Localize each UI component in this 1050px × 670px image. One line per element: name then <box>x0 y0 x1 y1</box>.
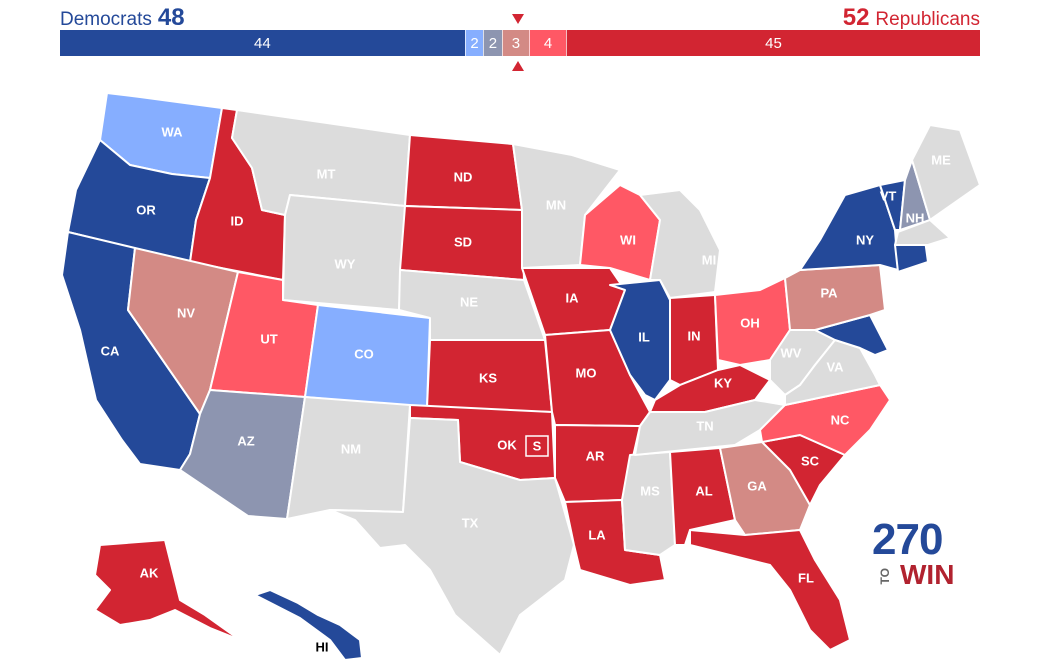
special-election-label: S <box>533 438 542 453</box>
seat-bar-segment: 45 <box>565 30 980 56</box>
logo-win: WIN <box>900 559 955 590</box>
seat-bar-segment: 3 <box>501 30 530 56</box>
seat-bar-segment: 44 <box>60 30 465 56</box>
democrats-total-header: Democrats 48 <box>60 4 185 32</box>
state-label-me: ME <box>931 152 951 167</box>
state-me[interactable] <box>911 124 981 221</box>
state-label-ne: NE <box>460 294 478 309</box>
state-label-nc: NC <box>831 412 850 427</box>
state-label-ut: UT <box>260 331 277 346</box>
state-tx[interactable] <box>329 417 575 656</box>
state-label-mo: MO <box>576 365 597 380</box>
state-label-nv: NV <box>177 305 195 320</box>
state-label-nh: NH <box>906 210 925 225</box>
republicans-seat-count: 52 <box>842 4 870 31</box>
state-label-sc: SC <box>801 453 820 468</box>
state-label-pa: PA <box>820 285 838 300</box>
state-label-oh: OH <box>740 315 760 330</box>
state-label-co: CO <box>354 346 374 361</box>
state-label-ks: KS <box>479 370 497 385</box>
majority-marker-bottom-icon <box>512 61 524 71</box>
republicans-total-header: 52 Republicans <box>843 4 980 32</box>
seat-bar-segment: 2 <box>483 30 502 56</box>
state-label-or: OR <box>136 202 156 217</box>
state-label-sd: SD <box>454 234 472 249</box>
state-label-ca: CA <box>101 343 120 358</box>
seat-bar-segment: 4 <box>529 30 566 56</box>
state-fl[interactable] <box>689 529 851 651</box>
state-hi[interactable] <box>254 589 363 661</box>
democrats-label: Democrats <box>60 9 152 30</box>
state-label-hi: HI <box>316 639 329 654</box>
state-label-tn: TN <box>696 418 713 433</box>
state-label-in: IN <box>688 328 701 343</box>
state-label-wi: WI <box>620 232 636 247</box>
state-ms[interactable] <box>621 451 676 556</box>
state-label-va: VA <box>826 359 844 374</box>
state-label-nd: ND <box>454 169 473 184</box>
state-label-al: AL <box>695 483 712 498</box>
state-label-la: LA <box>588 527 606 542</box>
state-wy[interactable] <box>282 194 406 311</box>
seat-bar-segment: 2 <box>464 30 484 56</box>
state-label-ok: OK <box>497 437 517 452</box>
state-label-vt: VT <box>880 188 897 203</box>
state-label-wy: WY <box>335 256 356 271</box>
republicans-label: Republicans <box>875 9 980 30</box>
seat-balance-bar: 44 2 2 3 4 45 <box>60 30 980 56</box>
state-ma-ri[interactable] <box>894 219 951 246</box>
state-label-il: IL <box>638 329 650 344</box>
state-label-mi: MI <box>702 252 716 267</box>
state-label-id: ID <box>231 213 244 228</box>
special-election-badge <box>525 435 549 457</box>
state-label-ms: MS <box>640 483 660 498</box>
democrats-seat-count: 48 <box>157 4 185 31</box>
state-label-wa: WA <box>162 124 184 139</box>
state-label-tx: TX <box>462 515 479 530</box>
state-mi[interactable] <box>639 189 721 299</box>
state-label-mt: MT <box>317 166 336 181</box>
state-label-ar: AR <box>586 448 605 463</box>
state-label-ga: GA <box>747 478 767 493</box>
state-label-fl: FL <box>798 570 814 585</box>
state-label-wv: WV <box>781 345 802 360</box>
state-label-az: AZ <box>237 433 254 448</box>
state-label-mn: MN <box>546 197 566 212</box>
state-label-ak: AK <box>140 565 159 580</box>
state-label-ny: NY <box>856 232 874 247</box>
logo-number: 270 <box>872 515 943 564</box>
270towin-logo[interactable]: 270 TO WIN <box>872 515 955 590</box>
state-label-ky: KY <box>714 375 732 390</box>
state-label-ia: IA <box>566 290 580 305</box>
state-nm[interactable] <box>286 396 411 520</box>
majority-marker-top-icon <box>512 14 524 24</box>
logo-to: TO <box>878 567 892 584</box>
state-label-nm: NM <box>341 441 361 456</box>
state-ak[interactable] <box>94 539 241 641</box>
